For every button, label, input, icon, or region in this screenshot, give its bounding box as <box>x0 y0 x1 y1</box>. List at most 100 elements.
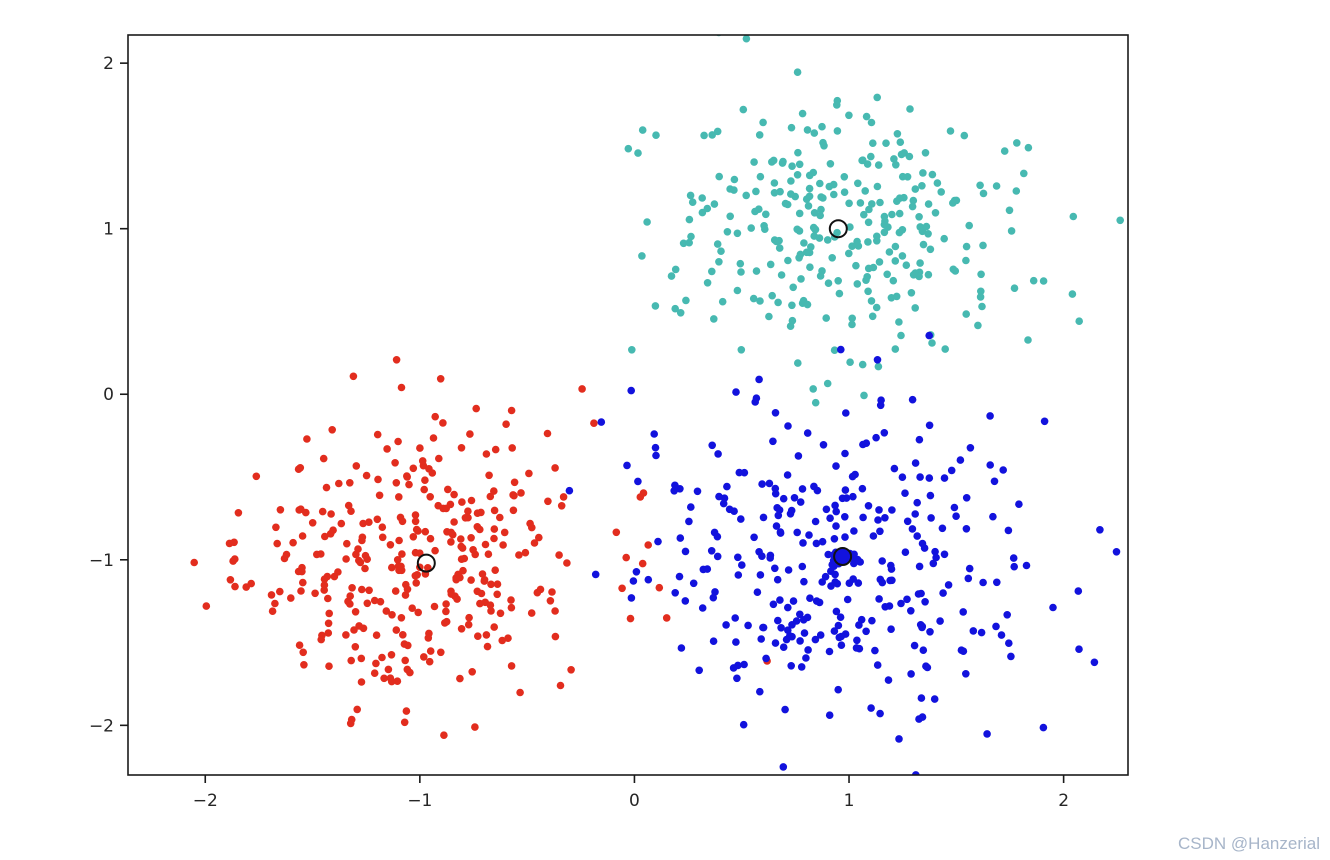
data-point <box>824 550 832 559</box>
data-point <box>977 270 985 279</box>
data-point <box>772 522 781 530</box>
y-tick-label: 2 <box>103 54 114 74</box>
data-point <box>805 531 813 539</box>
data-point <box>1003 611 1011 619</box>
data-point <box>681 597 690 605</box>
data-point <box>1020 169 1028 178</box>
data-point <box>456 674 464 683</box>
data-point <box>875 258 884 266</box>
data-point <box>361 564 369 573</box>
data-point <box>516 688 524 697</box>
data-point <box>770 236 779 244</box>
data-point <box>409 464 418 473</box>
data-point <box>296 464 305 472</box>
data-point <box>965 564 974 573</box>
data-point <box>359 519 367 528</box>
data-point <box>352 462 361 470</box>
data-point <box>411 511 420 519</box>
data-point <box>677 644 686 652</box>
data-point <box>951 267 960 275</box>
data-point <box>507 603 516 612</box>
data-point <box>903 595 911 604</box>
data-point <box>837 641 846 649</box>
data-point <box>828 253 836 262</box>
data-point <box>347 507 355 515</box>
data-point <box>790 494 799 502</box>
data-point <box>1049 603 1057 612</box>
y-tick-label: −1 <box>89 551 114 571</box>
data-point <box>735 468 744 477</box>
data-point <box>929 559 938 568</box>
data-point <box>412 579 421 587</box>
data-point <box>826 514 834 522</box>
data-point <box>909 271 918 279</box>
data-point <box>491 445 500 454</box>
data-point <box>874 516 882 524</box>
data-point <box>918 539 927 548</box>
data-point <box>759 513 768 522</box>
data-point <box>752 394 761 403</box>
data-point <box>231 582 239 591</box>
data-point <box>897 599 905 608</box>
data-point <box>267 591 276 599</box>
data-point <box>802 654 810 662</box>
data-point <box>862 112 871 121</box>
data-point <box>769 600 778 609</box>
data-point <box>911 459 920 467</box>
data-point <box>788 162 796 170</box>
data-point <box>796 637 804 645</box>
y-tick-label: 0 <box>103 385 114 405</box>
data-point <box>744 621 752 630</box>
data-point <box>483 642 492 651</box>
data-point <box>681 547 690 556</box>
data-point <box>723 482 731 491</box>
data-point <box>442 504 451 513</box>
data-point <box>734 553 742 562</box>
data-point <box>551 632 560 641</box>
data-point <box>450 490 458 499</box>
data-point <box>873 661 882 669</box>
data-point <box>824 279 833 288</box>
data-point <box>834 277 842 285</box>
data-point <box>897 331 905 340</box>
data-point <box>528 523 536 532</box>
data-point <box>698 604 707 612</box>
data-point <box>399 631 407 639</box>
data-point <box>795 160 804 169</box>
y-tick-label: 1 <box>103 220 114 240</box>
data-point <box>803 429 812 437</box>
data-point <box>876 527 884 536</box>
scatter-points-layer <box>190 35 1124 775</box>
data-point <box>738 561 746 569</box>
data-point <box>429 434 438 442</box>
data-point <box>382 607 391 615</box>
data-point <box>925 331 933 340</box>
data-point <box>950 196 959 205</box>
data-point <box>845 199 853 208</box>
data-point <box>854 179 862 188</box>
data-point <box>411 517 420 526</box>
data-point <box>713 240 722 248</box>
data-point <box>644 575 653 584</box>
data-point <box>1090 658 1099 667</box>
data-point <box>897 150 906 159</box>
data-point <box>913 498 921 507</box>
data-point <box>878 557 886 565</box>
data-point <box>557 502 566 510</box>
data-point <box>486 601 495 609</box>
data-point <box>829 180 838 189</box>
data-point <box>919 646 928 654</box>
data-point <box>828 560 836 569</box>
data-point <box>472 404 481 413</box>
data-point <box>715 492 723 501</box>
data-point <box>864 502 873 510</box>
data-point <box>337 519 346 528</box>
data-point <box>1022 561 1031 570</box>
data-point <box>708 131 716 139</box>
data-point <box>710 315 718 323</box>
data-point <box>803 126 812 134</box>
data-point <box>1074 587 1083 595</box>
data-point <box>781 705 789 714</box>
data-point <box>853 280 862 288</box>
data-point <box>852 644 861 652</box>
